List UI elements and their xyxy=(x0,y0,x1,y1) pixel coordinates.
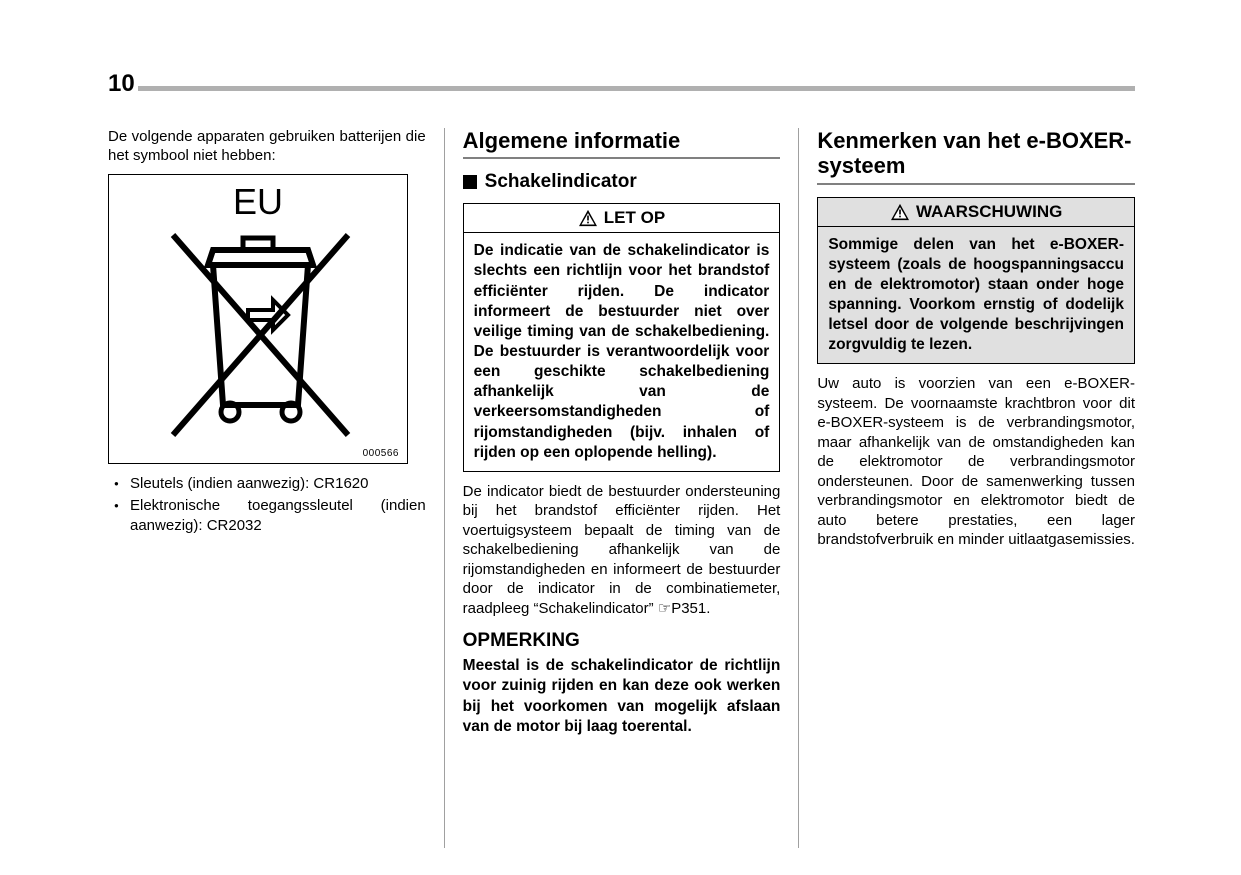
column-1: De volgende apparaten gebruiken batterij… xyxy=(108,128,426,848)
subsection-schakelindicator: Schakelindicator xyxy=(463,171,781,193)
heading-general-info: Algemene informatie xyxy=(463,128,781,159)
image-id-label: 000566 xyxy=(363,448,399,459)
warning-triangle-icon xyxy=(890,203,910,221)
caution-header: LET OP xyxy=(464,204,780,233)
page-number: 10 xyxy=(108,70,135,98)
eu-label: EU xyxy=(233,181,283,223)
warning-header: WAARSCHUWING xyxy=(818,198,1134,227)
warning-triangle-icon xyxy=(578,209,598,227)
caution-label: LET OP xyxy=(604,208,665,228)
column-divider xyxy=(798,128,799,848)
header-rule xyxy=(138,86,1135,91)
list-item: Elektronische toegangssleutel (indien aa… xyxy=(108,496,426,537)
column-2: Algemene informatie Schakelindicator LET… xyxy=(463,128,781,848)
note-heading: OPMERKING xyxy=(463,630,781,652)
caution-body: De indicatie van de schakelindicator is … xyxy=(464,233,780,471)
note-body: Meestal is de schakelindicator de richtl… xyxy=(463,656,781,737)
caution-box: LET OP De indicatie van de schakelindica… xyxy=(463,203,781,472)
battery-list: Sleutels (indien aanwezig): CR1620 Elekt… xyxy=(108,474,426,537)
eu-waste-symbol-box: EU 000566 xyxy=(108,174,408,464)
col2-body: De indicator biedt de bestuurder onderst… xyxy=(463,482,781,619)
col1-intro: De volgende apparaten gebruiken batterij… xyxy=(108,128,426,166)
subsection-label: Schakelindicator xyxy=(485,171,637,193)
warning-box: WAARSCHUWING Sommige delen van het e-BOX… xyxy=(817,197,1135,365)
warning-label: WAARSCHUWING xyxy=(916,202,1062,222)
warning-body: Sommige delen van het e-BOXER-systeem (z… xyxy=(818,227,1134,364)
column-3: Kenmerken van het e-BOXER-systeem WAARSC… xyxy=(817,128,1135,848)
list-item: Sleutels (indien aanwezig): CR1620 xyxy=(108,474,426,494)
square-bullet-icon xyxy=(463,175,477,189)
columns-container: De volgende apparaten gebruiken batterij… xyxy=(108,128,1135,848)
col3-body: Uw auto is voorzien van een e-BOXER-syst… xyxy=(817,374,1135,550)
column-divider xyxy=(444,128,445,848)
crossed-bin-icon xyxy=(158,220,358,450)
heading-eboxer: Kenmerken van het e-BOXER-systeem xyxy=(817,128,1135,185)
